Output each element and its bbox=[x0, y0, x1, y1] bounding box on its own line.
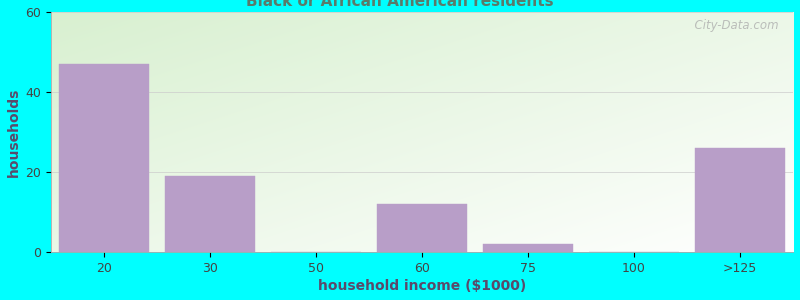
X-axis label: household income ($1000): household income ($1000) bbox=[318, 279, 526, 293]
Text: City-Data.com: City-Data.com bbox=[686, 19, 778, 32]
Bar bbox=[58, 64, 149, 252]
Y-axis label: households: households bbox=[7, 87, 21, 177]
Bar bbox=[165, 176, 255, 252]
Text: Black or African American residents: Black or African American residents bbox=[246, 0, 554, 9]
Bar bbox=[695, 148, 785, 252]
Bar bbox=[377, 204, 467, 252]
Bar bbox=[483, 244, 573, 252]
